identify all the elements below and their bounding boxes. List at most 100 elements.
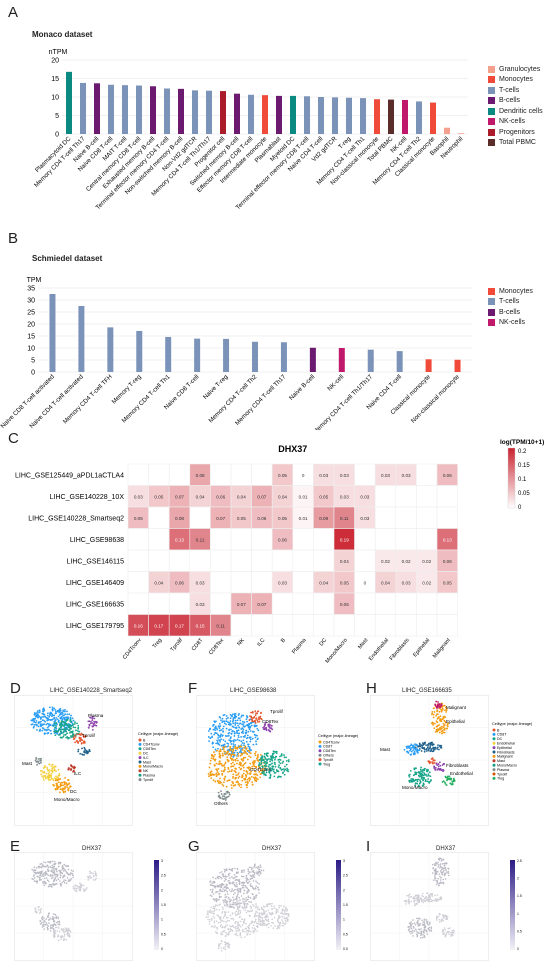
cell-point	[217, 877, 220, 880]
cell-point	[212, 728, 215, 731]
cell-point	[63, 730, 65, 733]
cell-point	[445, 706, 447, 709]
cell-point	[228, 793, 231, 796]
cell-point	[56, 883, 58, 885]
cell-point	[66, 784, 68, 787]
panel-label-b: B	[8, 230, 19, 247]
umap-legend-label: Epithelial	[497, 746, 512, 750]
heat-cell-value: 0.03	[340, 494, 349, 499]
cell-point	[228, 905, 230, 908]
cell-point	[405, 903, 407, 905]
cell-point	[74, 889, 77, 892]
heat-cell-value: 0.13	[443, 537, 452, 542]
umap-g-plot: 32.521.510.50.0	[196, 852, 348, 961]
heat-cell-value: 0	[302, 473, 305, 478]
umap-legend-label: CD8T	[323, 745, 333, 749]
cell-point	[226, 796, 229, 799]
cell-point	[275, 910, 278, 913]
cell-point	[223, 870, 226, 873]
cell-point	[93, 724, 95, 726]
cell-point	[246, 720, 249, 723]
cell-point	[259, 871, 262, 873]
cell-point	[222, 754, 224, 757]
cell-point	[53, 878, 56, 881]
cell-point	[265, 771, 268, 774]
heat-cell	[395, 614, 417, 637]
bar-memory-cd4-t-cell-th1-th17	[367, 349, 374, 372]
cell-point	[72, 870, 75, 873]
bar-naive-cd8-t-cell	[194, 338, 201, 372]
bar-non-classical-monocyte	[454, 359, 461, 372]
cell-point	[232, 896, 234, 899]
cell-point	[236, 746, 239, 749]
cell-point	[442, 919, 445, 922]
cell-point	[285, 763, 288, 766]
cell-point	[249, 778, 251, 781]
legend-dot	[492, 768, 496, 772]
cell-point	[422, 933, 424, 936]
cell-point	[243, 918, 246, 921]
cell-point	[76, 722, 78, 725]
cell-point	[224, 877, 226, 880]
cell-point	[442, 763, 445, 766]
expression-scale-bar	[154, 860, 159, 950]
cell-point	[435, 873, 438, 875]
cell-point	[68, 729, 71, 732]
cell-point	[50, 874, 53, 877]
umap-i-plot: 2.521.510.50	[370, 852, 522, 961]
cell-point	[434, 863, 436, 865]
cell-point	[60, 938, 62, 940]
cell-point	[218, 727, 221, 730]
legend-dot	[492, 772, 496, 776]
cell-point	[48, 763, 51, 766]
cell-point	[60, 781, 63, 784]
expression-scale-label: 2.5	[343, 874, 348, 878]
cell-point	[40, 878, 42, 881]
cell-point	[272, 753, 274, 755]
cell-point	[247, 895, 250, 897]
cell-point	[441, 764, 444, 766]
cell-point	[227, 887, 229, 890]
cell-point	[210, 757, 213, 760]
cell-point	[436, 705, 439, 708]
cell-point	[236, 732, 239, 735]
cell-point	[279, 762, 282, 765]
cell-point	[216, 749, 218, 752]
panel-label-a: A	[8, 4, 19, 21]
cell-point	[207, 736, 210, 738]
cell-point	[410, 778, 413, 780]
cell-point	[220, 895, 222, 898]
cell-point	[53, 769, 56, 772]
cell-point	[33, 866, 36, 868]
cell-point	[443, 917, 445, 919]
cell-point	[447, 927, 450, 930]
cell-point	[270, 905, 273, 907]
cell-point	[256, 720, 259, 723]
cell-point	[218, 896, 221, 899]
cell-point	[41, 710, 44, 713]
cell-point	[234, 724, 237, 726]
cell-point	[444, 878, 447, 880]
cell-point	[250, 716, 253, 719]
cell-point	[435, 868, 437, 870]
cell-point	[45, 723, 48, 726]
umap-i-title: DHX37	[436, 846, 456, 852]
cell-point	[426, 933, 429, 935]
cell-point	[438, 716, 440, 719]
cell-point	[221, 906, 224, 909]
heat-cell-value: 0.06	[443, 559, 452, 564]
cell-point	[41, 719, 44, 721]
cell-point	[227, 916, 229, 919]
cell-point	[439, 715, 442, 718]
cell-point	[60, 725, 63, 728]
cell-point	[274, 750, 276, 753]
cell-point	[213, 764, 216, 767]
cell-point	[235, 933, 237, 936]
legend-item-dendritic-cells: Dendritic cells	[488, 106, 543, 117]
cell-point	[274, 758, 276, 761]
cell-point	[216, 897, 218, 900]
cell-point	[435, 729, 438, 731]
cell-point	[47, 870, 50, 873]
cell-point	[54, 883, 56, 885]
cell-point	[429, 743, 432, 746]
